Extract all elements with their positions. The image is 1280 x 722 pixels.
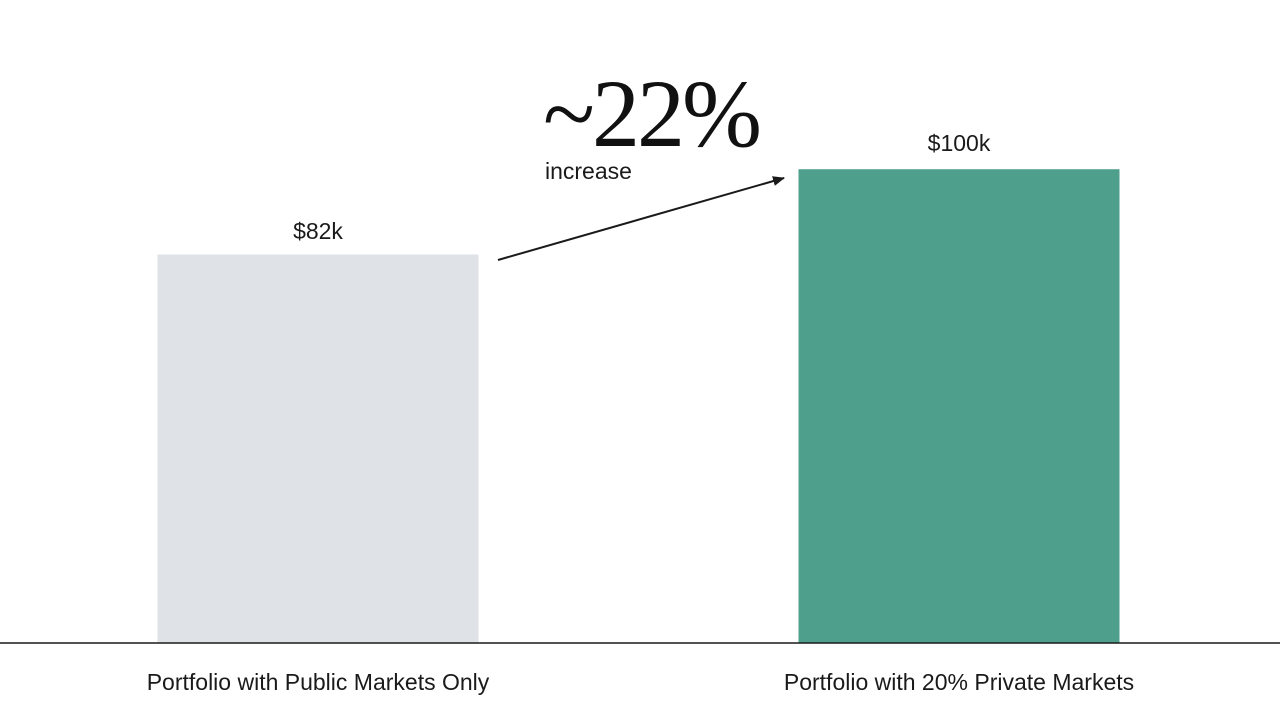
category-label-public-markets: Portfolio with Public Markets Only — [147, 669, 490, 695]
bar-public-markets — [157, 254, 479, 644]
increase-label: increase — [545, 158, 632, 184]
category-label-private-markets: Portfolio with 20% Private Markets — [784, 669, 1134, 695]
bars — [157, 169, 1120, 644]
increase-annotation: ~22% increase — [497, 60, 785, 261]
labels: $82k $100k Portfolio with Public Markets… — [147, 130, 1134, 695]
increase-percentage: ~22% — [543, 60, 759, 167]
data-label-public-markets: $82k — [293, 218, 343, 244]
increase-arrow — [497, 176, 785, 261]
data-label-private-markets: $100k — [928, 130, 991, 156]
bar-private-markets — [798, 169, 1120, 644]
